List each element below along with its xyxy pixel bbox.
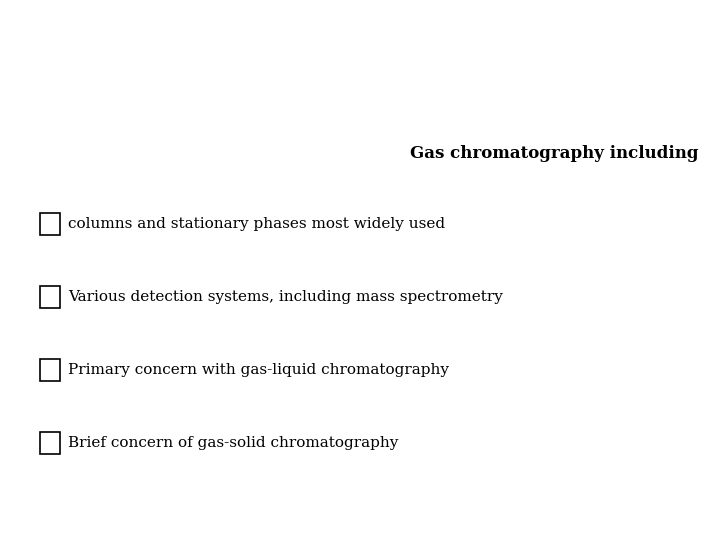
Text: Gas chromatography including: Gas chromatography including — [410, 145, 698, 163]
Bar — [40, 213, 60, 235]
Bar — [40, 359, 60, 381]
Text: Primary concern with gas-liquid chromatography: Primary concern with gas-liquid chromato… — [68, 363, 449, 377]
Bar — [40, 432, 60, 454]
Text: Various detection systems, including mass spectrometry: Various detection systems, including mas… — [68, 290, 503, 304]
Bar — [40, 286, 60, 308]
Text: Brief concern of gas-solid chromatography: Brief concern of gas-solid chromatograph… — [68, 436, 399, 450]
Text: columns and stationary phases most widely used: columns and stationary phases most widel… — [68, 217, 446, 231]
